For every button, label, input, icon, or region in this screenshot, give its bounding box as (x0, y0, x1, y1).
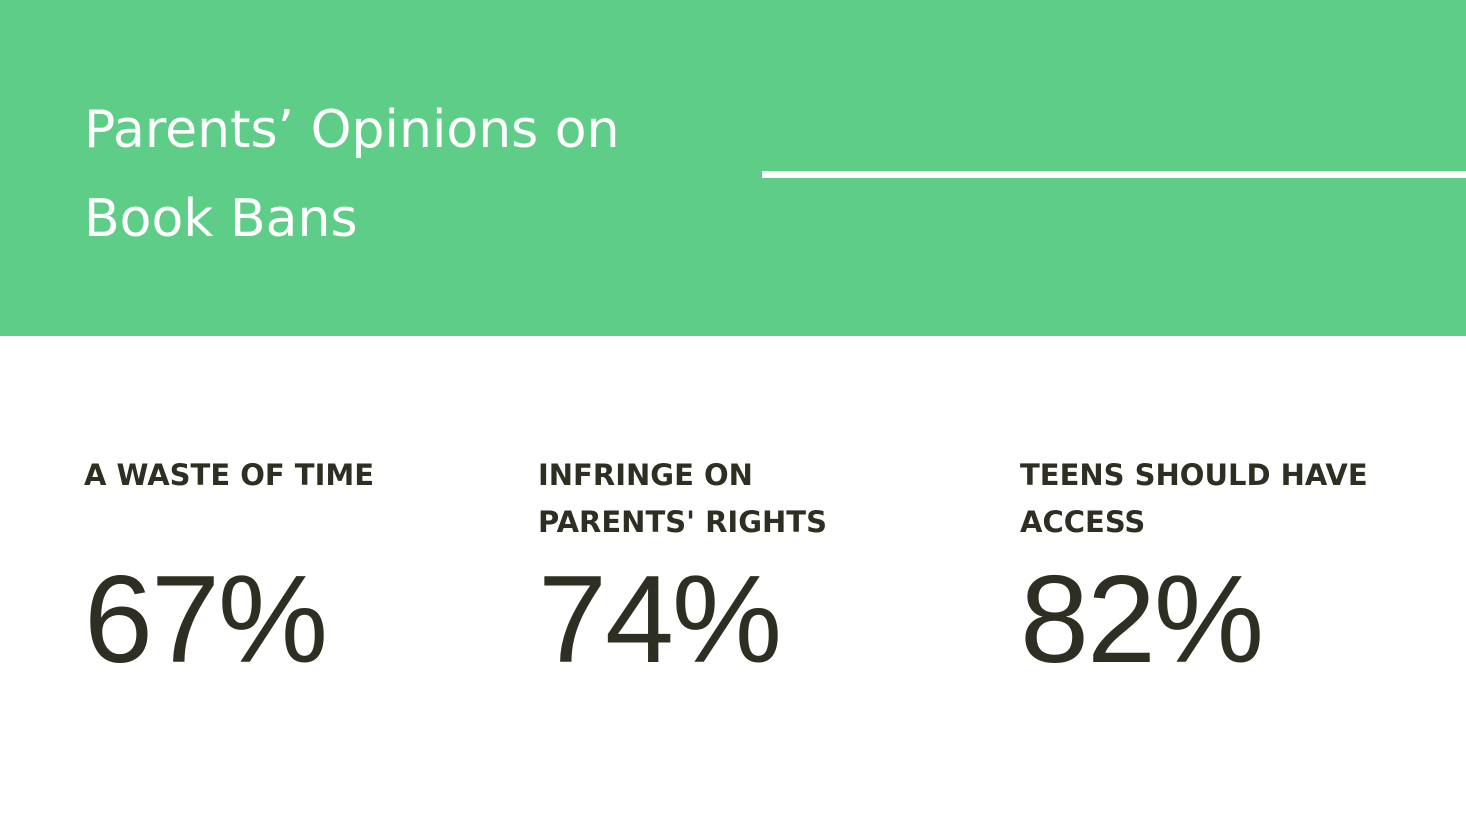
header-band: Parents’ Opinions on Book Bans (0, 0, 1466, 336)
stat: INFRINGE ON PARENTS' RIGHTS 74% (538, 452, 898, 690)
stat-label: TEENS SHOULD HAVE ACCESS (1020, 458, 1368, 539)
divider-line (762, 171, 1466, 178)
title: Parents’ Opinions on Book Bans (84, 100, 620, 249)
stat-value: 67% (84, 551, 328, 689)
stat-value: 82% (1020, 551, 1264, 689)
stat: A WASTE OF TIME 67% (84, 452, 444, 690)
stat-label: A WASTE OF TIME (84, 458, 375, 492)
stat-label: INFRINGE ON PARENTS' RIGHTS (538, 458, 827, 539)
stat-value: 74% (538, 551, 782, 689)
stat: TEENS SHOULD HAVE ACCESS 82% (1020, 452, 1380, 690)
